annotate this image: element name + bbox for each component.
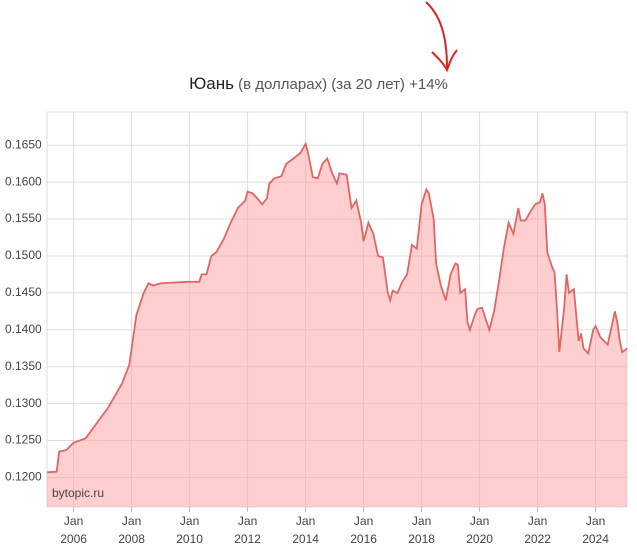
y-tick-label: 0.1400 [5,322,42,336]
x-tick-label: Jan 2008 [118,514,145,546]
x-tick-label: Jan 2010 [176,514,203,546]
title-main: Юань [189,74,234,93]
watermark: bytopic.ru [52,486,104,500]
y-tick-label: 0.1500 [5,248,42,262]
y-tick-label: 0.1300 [5,396,42,410]
chart-title: Юань (в долларах) (за 20 лет) +14% [0,74,637,94]
area-fill [47,143,627,507]
y-tick-label: 0.1600 [5,174,42,188]
y-tick-label: 0.1250 [5,433,42,447]
x-tick-label: Jan 2020 [466,514,493,546]
y-tick-label: 0.1350 [5,359,42,373]
x-tick-label: Jan 2006 [60,514,87,546]
hand-drawn-arrow [425,1,458,73]
y-tick-label: 0.1200 [5,470,42,484]
title-sub: (в долларах) (за 20 лет) +14% [238,76,448,93]
x-tick-label: Jan 2022 [524,514,551,546]
y-tick-label: 0.1550 [5,211,42,225]
y-tick-label: 0.1650 [5,137,42,151]
x-tick-label: Jan 2012 [234,514,261,546]
x-tick-label: Jan 2014 [292,514,319,546]
line [46,141,628,474]
x-tick-label: Jan 2018 [408,514,435,546]
y-tick-label: 0.1450 [5,285,42,299]
x-tick-label: Jan 2024 [582,514,609,546]
x-tick-label: Jan 2016 [350,514,377,546]
